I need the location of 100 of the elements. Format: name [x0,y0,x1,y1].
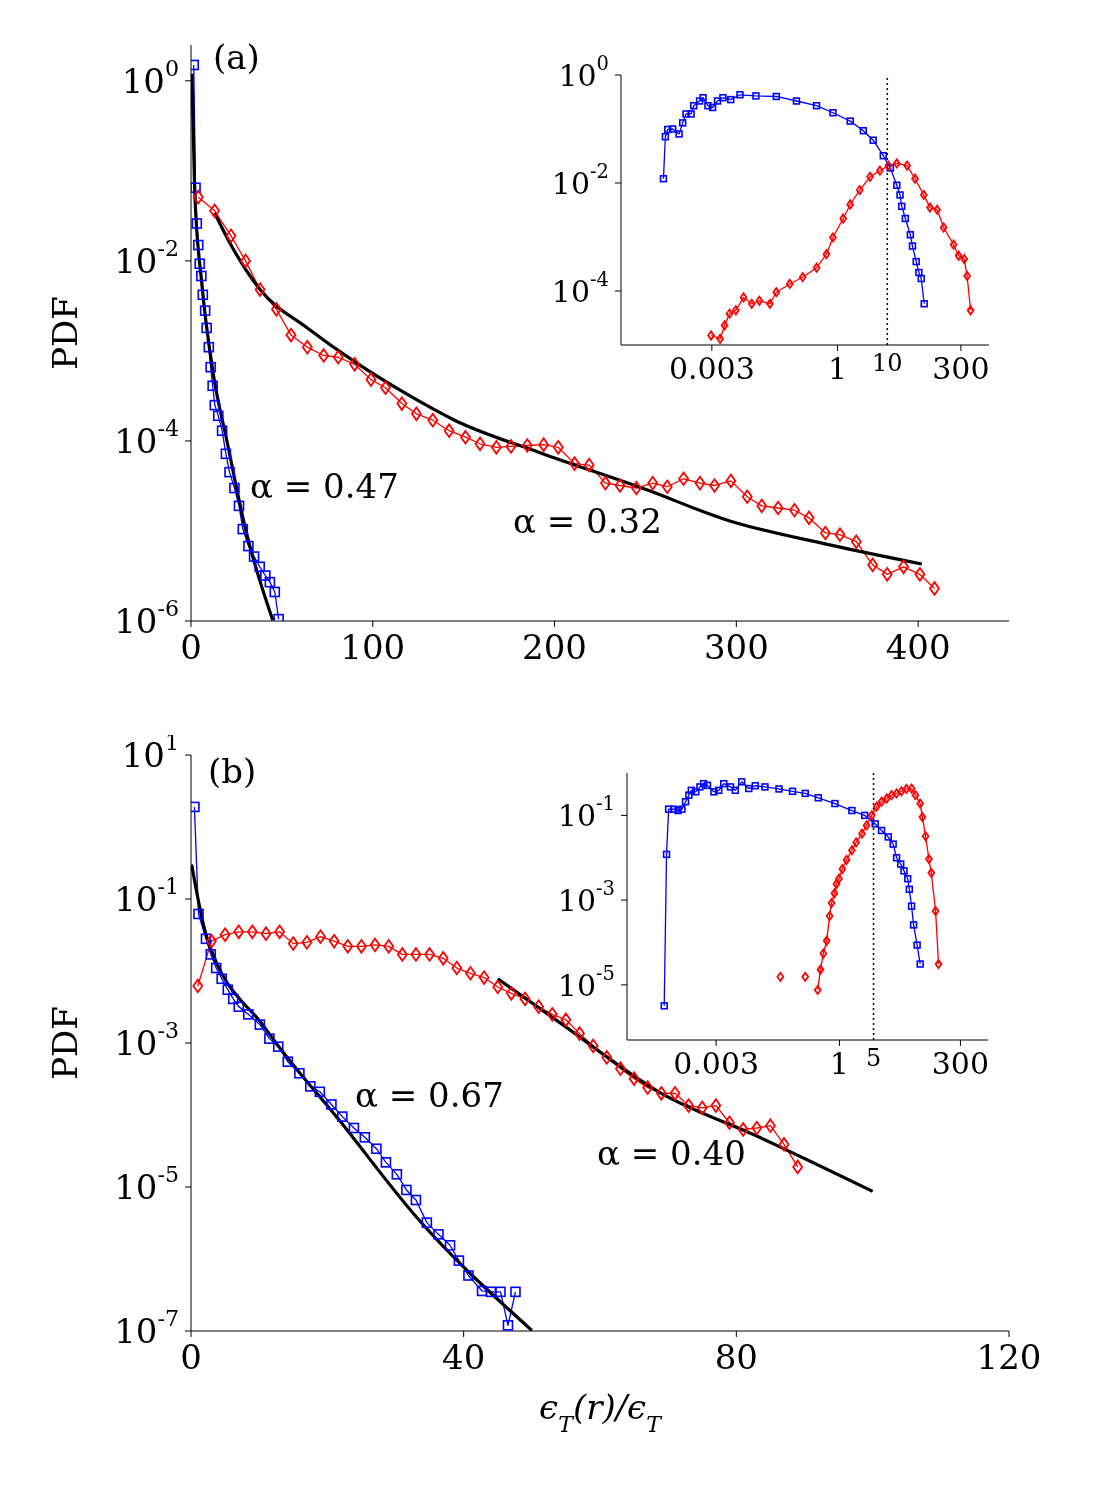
point [196,270,207,282]
point [655,1086,667,1101]
y-tick-label: 10$^{-4}$ [551,268,609,309]
point [492,979,504,995]
point [287,936,299,951]
point [369,937,381,953]
point [789,503,800,518]
x-tick-label: 0 [180,626,202,667]
point [359,1132,371,1143]
point [453,1255,465,1266]
point [756,498,768,514]
point [490,440,502,455]
y-tick-label: 10$^{-5}$ [114,1161,179,1207]
point [587,1038,599,1054]
point [348,1122,360,1134]
point [200,933,212,945]
x-tick-label: 0.003 [668,351,755,387]
point [502,1320,514,1331]
point [410,947,422,962]
point [424,947,435,962]
point [401,1184,412,1196]
point [210,962,222,974]
annotation: α = 0.40 [597,1133,746,1173]
point [227,993,239,1005]
point [199,305,211,316]
point [380,1157,392,1168]
point [207,380,218,392]
point [765,1118,776,1133]
point [254,1019,266,1030]
point [510,1286,521,1298]
y-tick-label: 10$^{0}$ [121,54,179,101]
point [216,425,228,436]
point [642,1080,654,1095]
y-tick-label: 10$^{0}$ [558,52,609,93]
annotation: (a) [213,37,260,77]
point [209,203,221,218]
point [242,1009,254,1020]
point [225,228,237,243]
point [505,986,517,1001]
point [192,189,204,205]
x-tick-label: 40 [442,1336,486,1377]
point [192,978,204,994]
point [427,412,439,428]
point [192,239,204,251]
point [337,1111,348,1122]
point [772,500,784,516]
point [301,339,313,355]
x-axis-title: ϵ$_{T}$(r)/ϵ$_{T}$ [539,1387,664,1437]
point [437,951,449,966]
point [850,534,862,549]
y-axis-title: PDF [45,296,85,370]
point [243,540,254,552]
point [601,1050,613,1065]
point [371,1143,382,1155]
point [443,423,455,438]
x-tick-label: 300 [931,1046,990,1082]
point [628,1071,640,1086]
point [248,551,260,562]
point [647,475,659,491]
point [463,1270,474,1281]
point [246,924,258,940]
point [569,456,580,471]
point [205,949,217,960]
y-tick-label: 10$^{-3}$ [114,1017,179,1063]
point [233,1001,245,1012]
point [201,322,212,334]
point [391,1169,403,1180]
x-tick-label: 300 [932,351,990,387]
y-tick-label: 10$^{-2}$ [551,160,609,201]
point [264,576,276,588]
point [460,430,471,445]
point [383,939,395,954]
x-tick-label: 300 [703,626,769,667]
point [332,350,344,365]
x-tick-label: 80 [714,1336,758,1377]
point [315,929,326,944]
point [396,947,408,962]
point [485,1286,497,1298]
point [318,348,330,363]
point [519,991,531,1007]
point [495,1286,506,1298]
point [222,984,234,995]
point [444,1240,456,1251]
point [328,933,340,949]
point [683,1098,695,1113]
point [271,302,282,317]
y-tick-label: 10$^{-6}$ [114,595,179,641]
point [678,471,690,486]
point [538,437,550,452]
point [212,410,224,422]
point [421,1217,433,1228]
point [304,1081,316,1092]
x-tick-label: 1 [829,1046,849,1082]
point [342,939,354,954]
point [209,399,221,411]
point [220,448,232,460]
point [451,960,463,976]
point [410,1194,422,1206]
point [314,1086,326,1098]
annotation: α = 0.32 [513,501,662,541]
